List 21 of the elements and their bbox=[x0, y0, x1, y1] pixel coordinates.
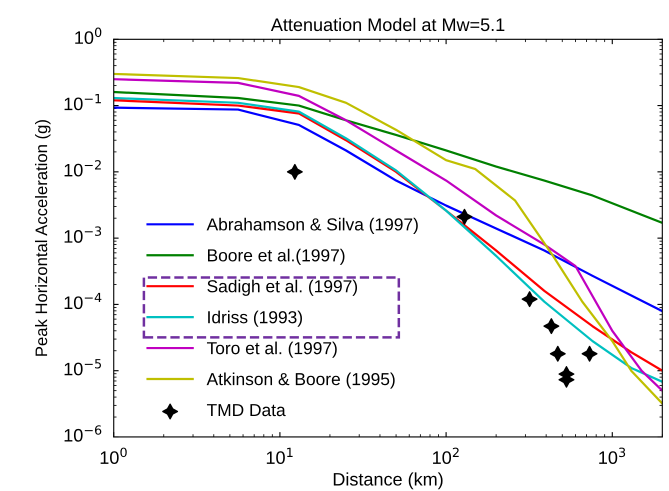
x-tick-label: 10$^{1}$ bbox=[266, 448, 293, 464]
x-tick-label: 10$^{0}$ bbox=[100, 448, 127, 464]
y-tick-label: 10$^{−3}$ bbox=[64, 226, 102, 243]
y-tick-label: 10$^{−4}$ bbox=[64, 292, 102, 310]
legend-label: Toro et al. (1997) bbox=[206, 342, 337, 358]
x-tick-label: 10$^{3}$ bbox=[599, 448, 626, 464]
y-tick-label: 10$^{0}$ bbox=[75, 28, 102, 44]
chart-title: Attenuation Model at Mw=5.1 bbox=[270, 18, 504, 32]
y-tick-label: 10$^{−5}$ bbox=[64, 359, 101, 376]
y-axis-title: Peak Horizontal Acceleration (g) bbox=[35, 120, 51, 356]
legend-label: Sadigh et al. (1997) bbox=[207, 280, 358, 296]
y-tick-label: 10$^{−6}$ bbox=[64, 425, 102, 442]
legend-label: Abrahamson & Silva (1997) bbox=[206, 218, 418, 234]
legend-label: TMD Data bbox=[206, 404, 286, 416]
legend-label: Atkinson & Boore (1995) bbox=[206, 372, 395, 389]
y-tick-label: 10$^{−1}$ bbox=[64, 94, 101, 110]
legend-label: Idriss (1993) bbox=[208, 310, 302, 327]
x-axis-title: Distance (km) bbox=[334, 472, 443, 490]
legend-label: Boore et al.(1997) bbox=[208, 248, 344, 265]
y-tick-label: 10$^{−2}$ bbox=[64, 160, 101, 177]
x-tick-label: 10$^{2}$ bbox=[433, 448, 459, 464]
